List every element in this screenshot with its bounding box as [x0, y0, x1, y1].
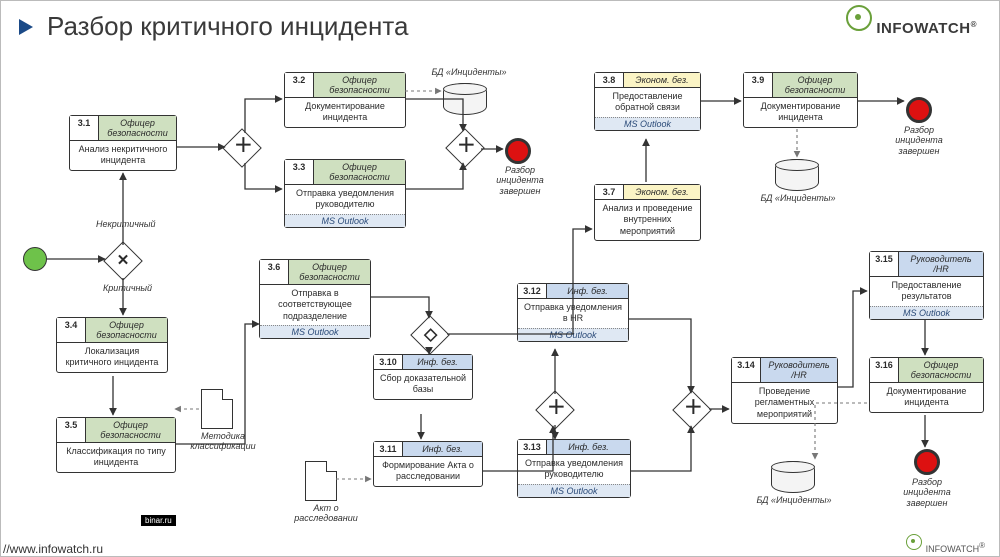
gateway-parallel-2: ＋ — [535, 390, 575, 430]
gateway-parallel-1: ＋ — [222, 128, 262, 168]
gateway-inclusive: ◇ — [410, 315, 450, 355]
task-3-14: 3.14Руководитель /HR Проведение регламен… — [731, 357, 838, 424]
document-methodology-label: Методика классификации — [183, 431, 263, 452]
footer-url: //www.infowatch.ru — [3, 542, 103, 556]
task-3-16: 3.16Офицер безопасности Документирование… — [869, 357, 984, 413]
end-event-1 — [505, 138, 531, 164]
datastore-label-2: БД «Инциденты» — [757, 193, 839, 203]
brand-logo: INFOWATCH® — [846, 7, 977, 37]
task-3-6: 3.6Офицер безопасности Отправка в соотве… — [259, 259, 371, 339]
webinar-badge: binar.ru — [141, 515, 176, 526]
end-label-2: Разбор инцидента завершен — [881, 125, 957, 156]
task-3-15: 3.15Руководитель /HR Предоставление резу… — [869, 251, 984, 320]
task-3-9: 3.9Офицер безопасности Документирование … — [743, 72, 858, 128]
diagram-canvas: Разбор критичного инцидента INFOWATCH® ✕… — [0, 0, 1000, 557]
end-event-3 — [914, 449, 940, 475]
start-event — [23, 247, 47, 271]
datastore-incidents-2 — [775, 159, 819, 191]
end-event-2 — [906, 97, 932, 123]
eye-icon — [906, 534, 922, 550]
task-3-8: 3.8Эконом. без. Предоставление обратной … — [594, 72, 701, 131]
gateway-exclusive: ✕ — [103, 241, 143, 281]
footer-brand: INFOWATCH® — [906, 536, 985, 554]
edge-label-critical: Критичный — [103, 283, 152, 293]
document-methodology — [201, 389, 233, 429]
task-3-10: 3.10Инф. без. Сбор доказательной базы — [373, 354, 473, 400]
document-act — [305, 461, 337, 501]
task-3-12: 3.12Инф. без. Отправка уведомления в HR … — [517, 283, 629, 342]
task-3-2: 3.2Офицер безопасности Документирование … — [284, 72, 406, 128]
slide-bullet-icon — [19, 19, 33, 35]
page-title: Разбор критичного инцидента — [47, 11, 408, 42]
end-label-3: Разбор инцидента завершен — [889, 477, 965, 508]
document-act-label: Акт о расследовании — [287, 503, 365, 524]
gateway-parallel-join-2: ＋ — [672, 390, 712, 430]
datastore-label-1: БД «Инциденты» — [429, 67, 509, 77]
datastore-incidents-1 — [443, 83, 487, 115]
task-3-3: 3.3Офицер безопасности Отправка уведомле… — [284, 159, 406, 228]
datastore-incidents-3 — [771, 461, 815, 493]
end-label-1: Разбор инцидента завершен — [485, 165, 555, 196]
eye-icon — [846, 5, 872, 31]
task-3-1: 3.1Офицер безопасности Анализ некритично… — [69, 115, 177, 171]
gateway-parallel-join-1: ＋ — [445, 128, 485, 168]
edge-label-noncritical: Некритичный — [96, 219, 156, 229]
datastore-label-3: БД «Инциденты» — [753, 495, 835, 505]
task-3-7: 3.7Эконом. без. Анализ и проведение внут… — [594, 184, 701, 241]
task-3-11: 3.11Инф. без. Формирование Акта о рассле… — [373, 441, 483, 487]
task-3-5: 3.5Офицер безопасности Классификация по … — [56, 417, 176, 473]
task-3-13: 3.13Инф. без. Отправка уведомления руков… — [517, 439, 631, 498]
task-3-4: 3.4Офицер безопасности Локализация крити… — [56, 317, 168, 373]
